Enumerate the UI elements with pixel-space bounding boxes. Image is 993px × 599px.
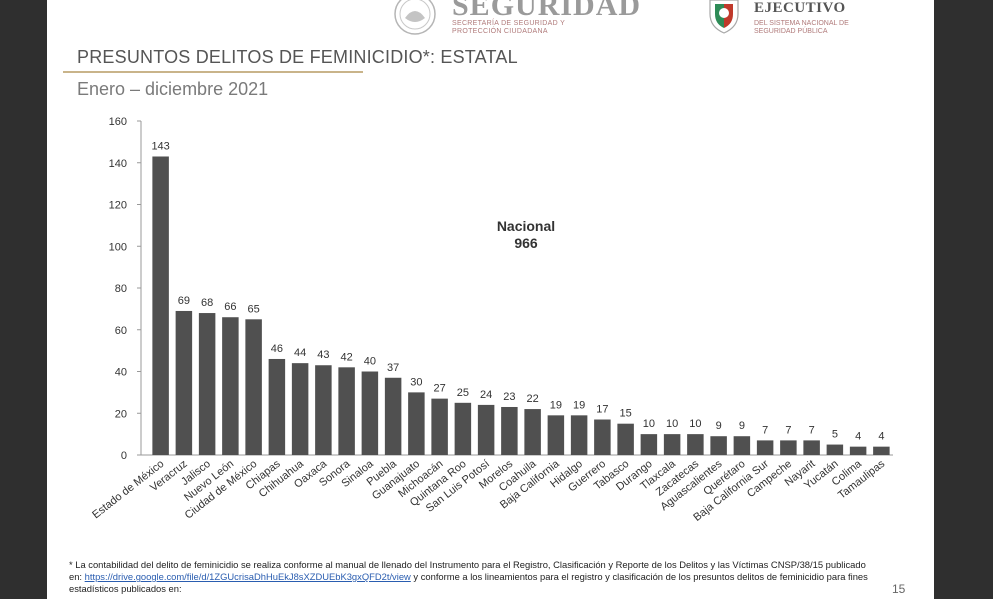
slide: SEGURIDAD SECRETARÍA DE SEGURIDAD Y PROT…: [47, 0, 934, 599]
y-tick-label: 40: [115, 367, 127, 379]
bar: [617, 423, 634, 455]
bar: [803, 440, 820, 455]
bar: [384, 377, 402, 455]
bar-value-label: 5: [832, 429, 838, 441]
bar: [315, 365, 332, 455]
bar-value-label: 7: [785, 424, 791, 436]
bars: [152, 156, 890, 456]
bar-value-label: 30: [410, 376, 422, 388]
y-tick-label: 140: [109, 158, 127, 170]
bar-value-label: 15: [620, 408, 632, 420]
bar-value-label: 25: [457, 387, 469, 399]
title-underline: [63, 71, 363, 73]
bar: [222, 317, 239, 455]
bar-value-label: 24: [480, 389, 492, 401]
bar-value-label: 27: [434, 383, 446, 395]
bar: [175, 310, 193, 455]
bar-value-label: 65: [248, 303, 260, 315]
bar-value-label: 143: [151, 140, 169, 152]
bar: [780, 440, 797, 455]
bar-value-label: 37: [387, 362, 399, 374]
bar-value-label: 4: [878, 431, 884, 443]
bar-value-label: 7: [809, 424, 815, 436]
bar-value-label: 68: [201, 297, 213, 309]
footnote: * La contabilidad del delito de feminici…: [69, 559, 869, 595]
secretariado-logo-subtitle: DEL SISTEMA NACIONAL DE SEGURIDAD PÚBLIC…: [754, 20, 849, 35]
bar: [408, 392, 425, 455]
page-subtitle: Enero – diciembre 2021: [77, 79, 269, 99]
bar-value-label: 43: [317, 349, 329, 361]
bar-value-label: 40: [364, 356, 376, 368]
bar-value-label: 9: [739, 420, 745, 432]
bar: [547, 415, 565, 455]
bar-value-label: 10: [689, 418, 701, 430]
y-tick-label: 100: [109, 241, 127, 253]
bar: [687, 434, 704, 455]
bar: [873, 446, 890, 455]
bar: [198, 313, 216, 455]
bar-value-label: 66: [224, 301, 236, 313]
header-logos: SEGURIDAD SECRETARÍA DE SEGURIDAD Y PROT…: [47, 0, 934, 40]
y-tick-label: 60: [115, 325, 127, 337]
y-tick-label: 160: [109, 116, 127, 128]
bar: [501, 406, 518, 455]
bar: [756, 440, 774, 455]
bar: [826, 444, 844, 455]
footnote-link[interactable]: https://drive.google.com/file/d/1ZGUcris…: [84, 571, 411, 582]
bar-value-label: 19: [550, 399, 562, 411]
bar-value-label: 42: [341, 351, 353, 363]
y-tick-label: 80: [115, 283, 127, 295]
bar: [849, 446, 867, 455]
page-number: 15: [892, 582, 906, 596]
bar-value-label: 10: [666, 418, 678, 430]
bar: [524, 409, 541, 455]
bar-value-label: 23: [503, 391, 515, 403]
bar-value-label: 7: [762, 424, 768, 436]
bar: [245, 319, 262, 455]
bar-value-label: 46: [271, 343, 283, 355]
secretaria-logo-title: SEGURIDAD: [452, 0, 642, 22]
national-emblem-icon: [394, 0, 436, 35]
bar: [663, 434, 681, 455]
y-tick-label: 0: [121, 450, 127, 462]
bar-value-label: 9: [716, 420, 722, 432]
y-tick-label: 120: [109, 200, 127, 212]
secretariado-logo-title: EJECUTIVO: [754, 0, 846, 16]
bar-value-label: 19: [573, 399, 585, 411]
bar: [291, 363, 309, 455]
footnote-text-1: * La contabilidad del delito de feminici…: [69, 559, 866, 582]
footnote-text-2: y conforme a los lineamientos para el re…: [69, 571, 868, 594]
page-title: PRESUNTOS DELITOS DE FEMINICIDIO*: ESTAT…: [77, 47, 518, 67]
bar-value-label: 17: [596, 404, 608, 416]
bar: [640, 434, 658, 455]
bar-value-label: 4: [855, 431, 861, 443]
bar-value-label: 44: [294, 347, 306, 359]
bar: [570, 415, 588, 455]
bar: [454, 402, 472, 455]
national-total-value: 966: [514, 235, 538, 251]
bar-value-label: 22: [527, 393, 539, 405]
bar: [338, 367, 355, 455]
bar: [268, 358, 286, 455]
bar: [477, 404, 495, 455]
national-total-label: Nacional: [497, 218, 555, 234]
bar: [733, 436, 751, 455]
bar: [594, 419, 611, 455]
bar-value-label: 69: [178, 295, 190, 307]
bar: [152, 156, 169, 456]
shield-icon: [709, 0, 739, 34]
bar: [361, 371, 379, 455]
secretaria-logo-subtitle: SECRETARÍA DE SEGURIDAD Y PROTECCIÓN CIU…: [452, 20, 565, 35]
y-tick-label: 20: [115, 408, 127, 420]
bar: [431, 398, 448, 455]
bar-value-label: 10: [643, 418, 655, 430]
bar: [710, 436, 727, 455]
